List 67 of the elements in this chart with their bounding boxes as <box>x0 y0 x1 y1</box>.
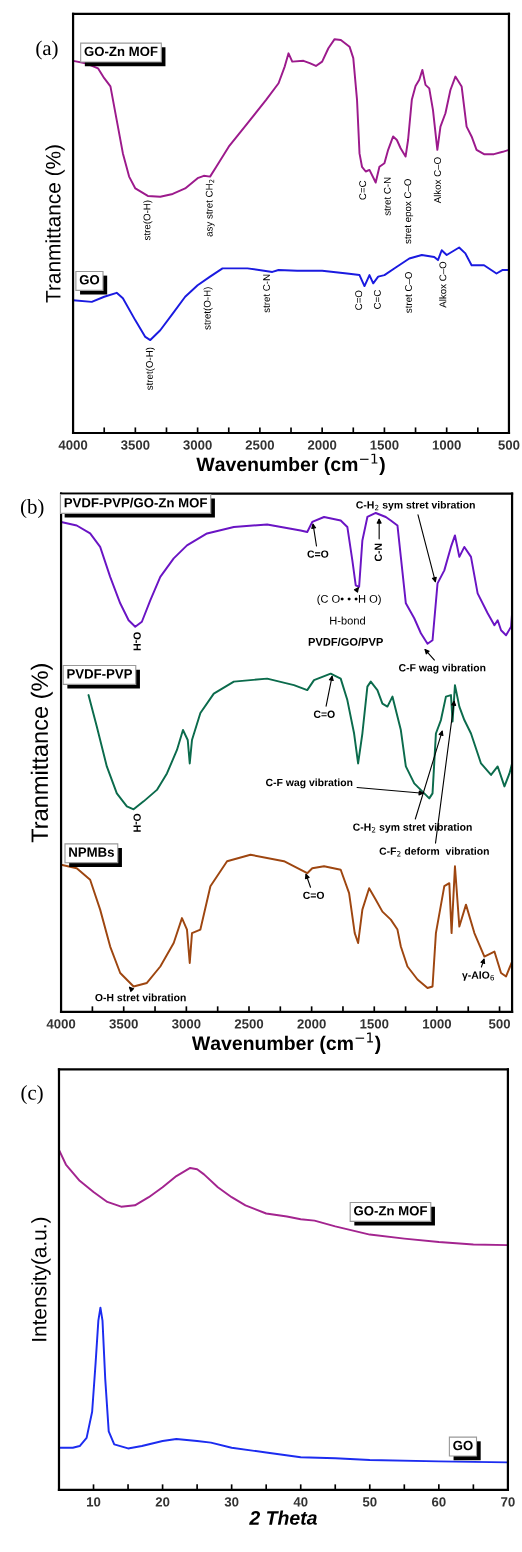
x-tick-label: 60 <box>431 1497 446 1507</box>
series-label: GO <box>453 1440 473 1451</box>
x-axis-title: 2 Theta <box>249 1510 317 1525</box>
annotation: stret C–O <box>405 272 412 313</box>
x-tick-label: 70 <box>501 1497 515 1507</box>
annotation: Alkox C–O <box>433 157 441 204</box>
annotation: C=O <box>307 550 329 558</box>
x-tick-label: 4000 <box>58 440 88 450</box>
x-tick-label: 40 <box>293 1497 308 1507</box>
x-tick-label: 10 <box>87 1497 101 1507</box>
x-tick-label: 30 <box>224 1497 239 1507</box>
x-axis-title: Wavenumber (cm$^{−1}$) <box>191 1032 381 1054</box>
series-label: GO <box>79 275 100 285</box>
series-label: GO-Zn MOF <box>354 1206 428 1216</box>
y-axis-title: Tranmittance (%) <box>45 145 65 303</box>
annotation: C=O <box>313 710 335 718</box>
annotation: O-H <box>133 813 141 832</box>
annotation: PVDF/GO/PVP <box>308 637 383 646</box>
annotation: C-H$_{2}$ sym stret vibration <box>356 500 475 511</box>
annotation: stret epox C–O <box>404 179 414 244</box>
annotation: C=C <box>373 290 381 309</box>
x-tick-label: 3500 <box>120 440 150 450</box>
x-tick-label: 2000 <box>297 1019 326 1029</box>
x-tick-label: 2500 <box>245 440 275 450</box>
annotation: C=O <box>355 290 363 310</box>
x-tick-label: 2000 <box>307 440 337 450</box>
annotation: stret C-N <box>263 274 270 313</box>
annotation: C=C <box>359 180 367 200</box>
series-label: PVDF-PVP <box>67 669 133 679</box>
y-axis-title: Intensity(a.u.) <box>31 1217 51 1341</box>
x-tick-label: 2500 <box>234 1019 264 1029</box>
x-tick-label: 3500 <box>109 1019 138 1029</box>
annotation: C-F wag vibration <box>266 778 353 789</box>
annotation: stret C-N <box>383 177 391 216</box>
text: (a) <box>36 40 58 60</box>
x-tick-label: 1000 <box>432 440 461 450</box>
annotation: C-N <box>374 543 382 562</box>
annotation: O-H stret vibration <box>95 993 186 1002</box>
x-tick-label: 1000 <box>423 1019 452 1029</box>
x-axis-title: Wavenumber (cm$^{−1}$) <box>196 453 385 476</box>
annotation: O-H <box>133 632 141 651</box>
x-tick-label: 1500 <box>360 1019 389 1029</box>
text: (c) <box>21 1085 43 1105</box>
x-tick-label: 3000 <box>171 1019 201 1029</box>
text: (b) <box>20 499 44 519</box>
annotation: C-F$_{2}$ deform vibration <box>379 847 489 857</box>
y-axis-title: Tranmittance (%) <box>30 664 53 843</box>
annotation: (C O• • •H O) <box>317 594 381 606</box>
x-tick-label: 20 <box>155 1497 170 1507</box>
x-tick-label: 3000 <box>183 440 212 450</box>
x-tick-label: 500 <box>498 440 520 450</box>
annotation: stret(O-H) <box>145 347 155 390</box>
annotation: asy stret CH$_{2}$ <box>205 179 215 237</box>
x-tick-label: 4000 <box>46 1019 76 1029</box>
annotation: C=O <box>303 891 325 899</box>
annotation: Alkox C–O <box>439 261 447 308</box>
annotation: stret(O-H) <box>203 287 213 330</box>
series-label: GO-Zn MOF <box>84 46 158 57</box>
annotation: γ-AlO$_{6}$ <box>462 971 495 981</box>
series-label: NPMBs <box>69 847 114 857</box>
annotation: stre(O-H) <box>143 200 153 241</box>
annotation: H-bond <box>330 616 365 625</box>
x-tick-label: 1500 <box>370 440 399 450</box>
series-label: PVDF-PVP/GO-Zn MOF <box>64 497 207 508</box>
x-tick-label: 50 <box>362 1497 377 1507</box>
annotation: C-F wag vibration <box>399 663 486 674</box>
x-tick-label: 500 <box>488 1019 511 1029</box>
